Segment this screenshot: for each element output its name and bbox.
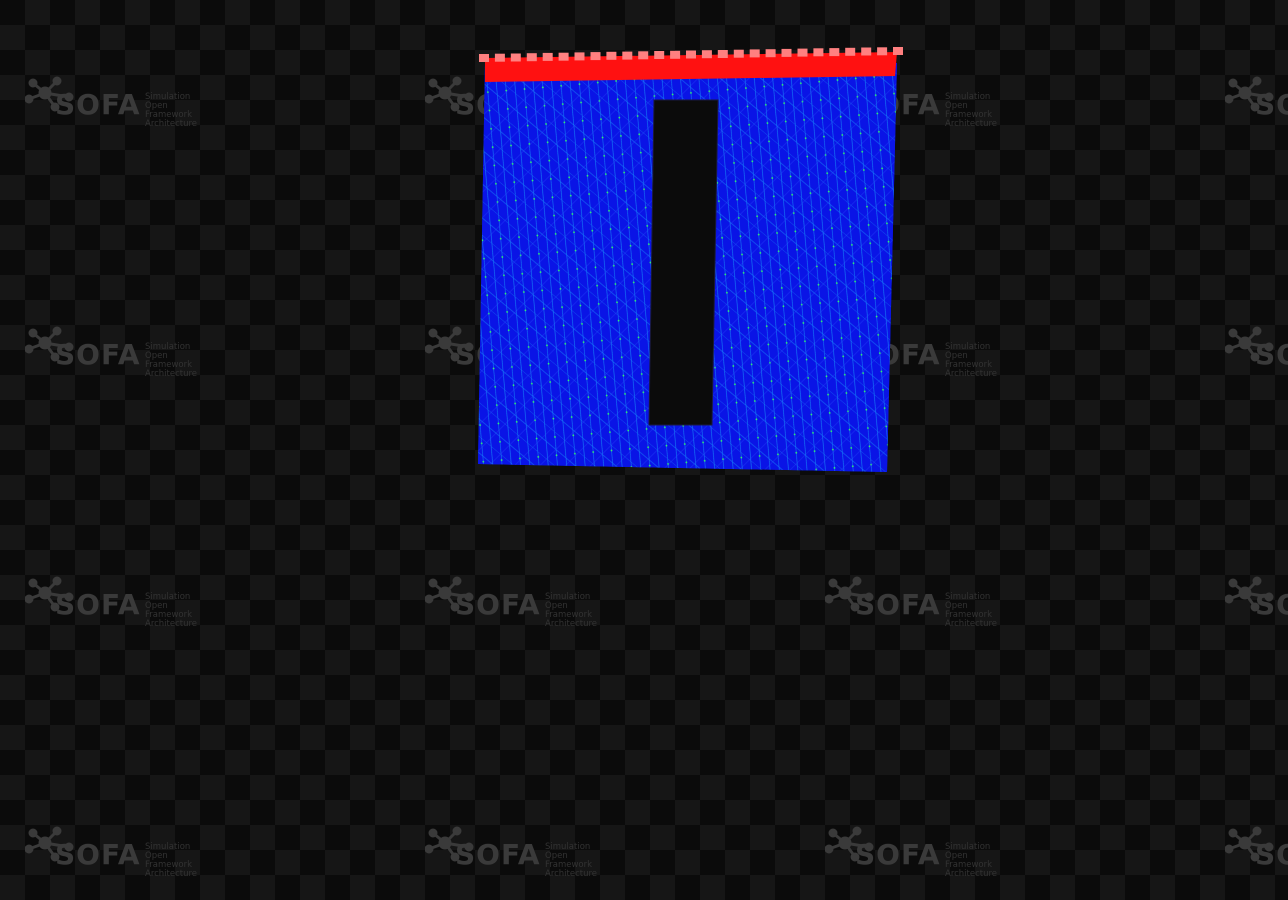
fixed-constraint-region[interactable] [479,47,903,82]
constraint-marker [701,50,712,59]
constraint-marker [526,53,537,62]
constraint-marker [893,47,903,55]
constraint-marker [733,49,744,58]
constraint-marker [877,47,888,56]
constraint-marker [717,50,728,58]
constraint-marker [510,53,521,62]
constraint-marker [749,49,760,58]
constraint-marker [558,52,569,61]
constraint-marker [494,53,505,62]
constraint-marker [797,48,808,57]
constraint-marker [654,51,665,59]
constraint-marker [479,54,489,62]
constraint-marker [861,47,872,56]
constraint-marker [590,52,601,61]
constraint-marker [765,49,776,58]
constraint-marker [686,50,696,59]
constraint-marker [781,48,792,57]
constraint-marker [574,52,585,61]
constraint-marker [622,51,633,60]
constraint-marker [829,48,840,57]
constraint-marker [813,48,824,57]
fixed-constraint-band [485,52,897,82]
constraint-marker [542,52,553,61]
constraint-marker [606,51,617,60]
constraint-marker [638,51,649,60]
plate-slot-hole [649,100,718,425]
deformable-plate[interactable] [470,55,910,480]
constraint-marker [845,47,856,56]
constraint-marker [670,50,681,59]
constraint-markers [479,47,903,62]
